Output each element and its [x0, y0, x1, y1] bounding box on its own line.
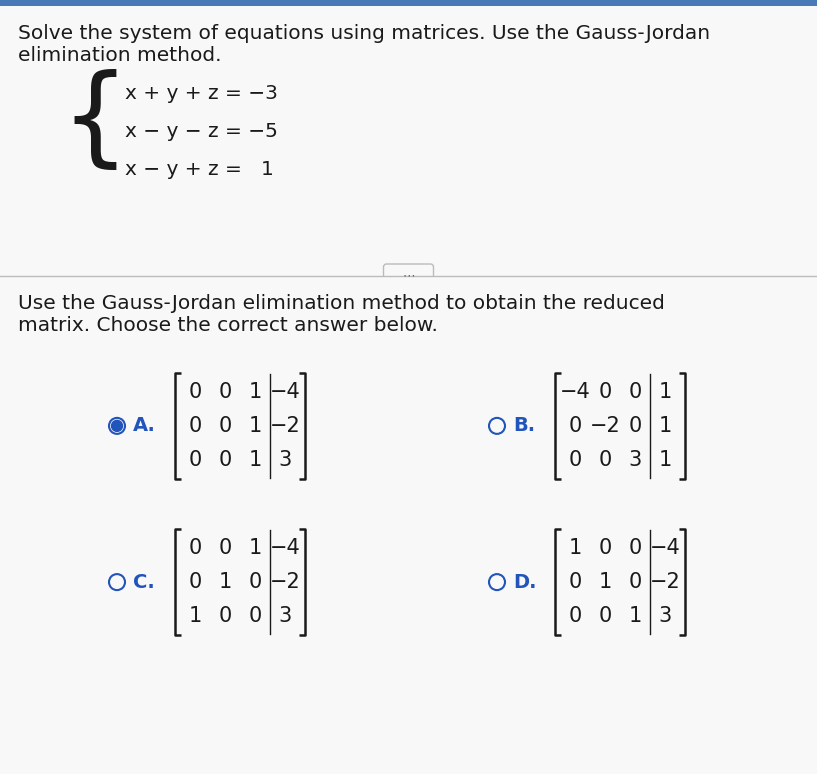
- Text: −2: −2: [270, 572, 301, 592]
- Text: 0: 0: [189, 416, 202, 436]
- Text: 3: 3: [279, 450, 292, 470]
- Text: 3: 3: [279, 606, 292, 626]
- Text: 1: 1: [248, 450, 261, 470]
- Text: −4: −4: [560, 382, 591, 402]
- Text: 3: 3: [628, 450, 641, 470]
- Text: −2: −2: [270, 416, 301, 436]
- Text: 1: 1: [248, 416, 261, 436]
- Text: Solve the system of equations using matrices. Use the Gauss-Jordan: Solve the system of equations using matr…: [18, 24, 710, 43]
- Text: elimination method.: elimination method.: [18, 46, 221, 65]
- Text: x − y + z =   1: x − y + z = 1: [125, 160, 274, 179]
- Text: ⋯: ⋯: [402, 269, 415, 283]
- Text: 0: 0: [189, 382, 202, 402]
- Text: 0: 0: [189, 450, 202, 470]
- Text: 1: 1: [659, 416, 672, 436]
- Text: 0: 0: [598, 450, 612, 470]
- Text: 0: 0: [569, 572, 582, 592]
- Text: Use the Gauss-Jordan elimination method to obtain the reduced: Use the Gauss-Jordan elimination method …: [18, 294, 665, 313]
- Text: −4: −4: [270, 382, 301, 402]
- Text: −4: −4: [650, 538, 681, 558]
- Text: 0: 0: [569, 416, 582, 436]
- Text: 0: 0: [218, 450, 232, 470]
- Text: 0: 0: [628, 382, 641, 402]
- Text: matrix. Choose the correct answer below.: matrix. Choose the correct answer below.: [18, 316, 438, 335]
- Text: C.: C.: [133, 573, 154, 591]
- Text: A.: A.: [133, 416, 156, 436]
- Text: 0: 0: [218, 606, 232, 626]
- Text: 1: 1: [248, 538, 261, 558]
- Text: 1: 1: [218, 572, 232, 592]
- Text: {: {: [60, 69, 129, 175]
- Text: 3: 3: [659, 606, 672, 626]
- Text: 1: 1: [659, 382, 672, 402]
- Text: 0: 0: [569, 450, 582, 470]
- Text: x + y + z = −3: x + y + z = −3: [125, 84, 278, 103]
- Text: 0: 0: [218, 382, 232, 402]
- FancyBboxPatch shape: [383, 264, 434, 288]
- Text: 1: 1: [248, 382, 261, 402]
- Text: −2: −2: [590, 416, 620, 436]
- Text: 0: 0: [598, 538, 612, 558]
- Text: D.: D.: [513, 573, 537, 591]
- FancyBboxPatch shape: [0, 0, 817, 6]
- Text: 1: 1: [189, 606, 202, 626]
- Text: 0: 0: [628, 416, 641, 436]
- Text: −4: −4: [270, 538, 301, 558]
- Text: 0: 0: [189, 572, 202, 592]
- Text: 1: 1: [598, 572, 612, 592]
- Text: 0: 0: [218, 538, 232, 558]
- Text: 0: 0: [248, 606, 261, 626]
- Text: B.: B.: [513, 416, 535, 436]
- Text: 0: 0: [598, 606, 612, 626]
- Text: 0: 0: [628, 538, 641, 558]
- Text: 0: 0: [218, 416, 232, 436]
- Text: −2: −2: [650, 572, 681, 592]
- Text: 1: 1: [659, 450, 672, 470]
- Text: 0: 0: [569, 606, 582, 626]
- Circle shape: [111, 420, 123, 431]
- Text: 0: 0: [598, 382, 612, 402]
- Text: 0: 0: [628, 572, 641, 592]
- FancyBboxPatch shape: [0, 6, 817, 276]
- Text: 0: 0: [248, 572, 261, 592]
- Text: x − y − z = −5: x − y − z = −5: [125, 122, 278, 141]
- Text: 0: 0: [189, 538, 202, 558]
- FancyBboxPatch shape: [0, 276, 817, 774]
- Text: 1: 1: [628, 606, 641, 626]
- Text: 1: 1: [569, 538, 582, 558]
